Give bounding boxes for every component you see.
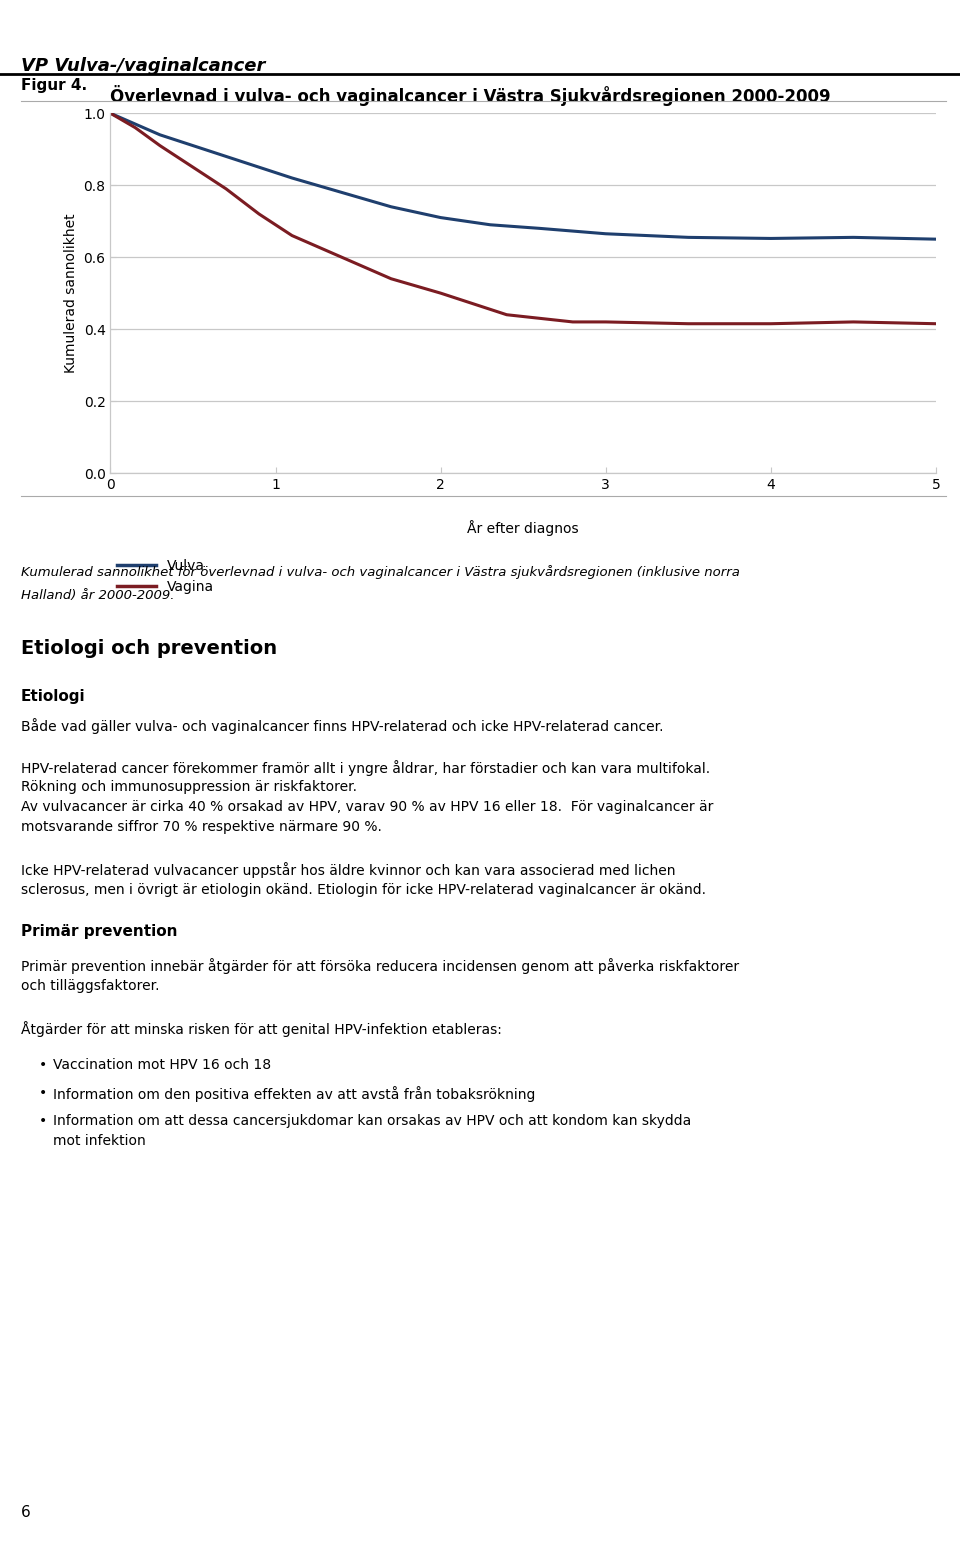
- Text: Vaccination mot HPV 16 och 18: Vaccination mot HPV 16 och 18: [53, 1058, 271, 1072]
- Text: •: •: [38, 1058, 47, 1072]
- Text: •: •: [38, 1114, 47, 1128]
- Text: Icke HPV-relaterad vulvacancer uppstår hos äldre kvinnor och kan vara associerad: Icke HPV-relaterad vulvacancer uppstår h…: [21, 862, 676, 878]
- Text: Etiologi och prevention: Etiologi och prevention: [21, 639, 277, 658]
- Text: Information om den positiva effekten av att avstå från tobaksrökning: Information om den positiva effekten av …: [53, 1086, 535, 1101]
- Text: •: •: [38, 1086, 47, 1100]
- Legend: Vulva, Vagina: Vulva, Vagina: [117, 560, 214, 594]
- Text: 6: 6: [21, 1504, 31, 1520]
- Text: Halland) år 2000-2009.: Halland) år 2000-2009.: [21, 589, 175, 602]
- Text: Av vulvacancer är cirka 40 % orsakad av HPV, varav 90 % av HPV 16 eller 18.  För: Av vulvacancer är cirka 40 % orsakad av …: [21, 800, 713, 814]
- Text: Primär prevention: Primär prevention: [21, 924, 178, 940]
- Text: Information om att dessa cancersjukdomar kan orsakas av HPV och att kondom kan s: Information om att dessa cancersjukdomar…: [53, 1114, 691, 1128]
- Text: HPV-relaterad cancer förekommer framör allt i yngre åldrar, har förstadier och k: HPV-relaterad cancer förekommer framör a…: [21, 760, 710, 776]
- Text: mot infektion: mot infektion: [53, 1134, 146, 1148]
- Text: VP Vulva-/vaginalcancer: VP Vulva-/vaginalcancer: [21, 57, 266, 76]
- X-axis label: År efter diagnos: År efter diagnos: [468, 520, 579, 535]
- Text: Primär prevention innebär åtgärder för att försöka reducera incidensen genom att: Primär prevention innebär åtgärder för a…: [21, 959, 739, 974]
- Text: Figur 4.: Figur 4.: [21, 78, 87, 93]
- Text: motsvarande siffror 70 % respektive närmare 90 %.: motsvarande siffror 70 % respektive närm…: [21, 820, 382, 834]
- Text: Åtgärder för att minska risken för att genital HPV-infektion etableras:: Åtgärder för att minska risken för att g…: [21, 1021, 502, 1036]
- Text: Överlevnad i vulva- och vaginalcancer i Västra Sjukvårdsregionen 2000-2009: Överlevnad i vulva- och vaginalcancer i …: [110, 85, 831, 105]
- Text: sclerosus, men i övrigt är etiologin okänd. Etiologin för icke HPV-relaterad vag: sclerosus, men i övrigt är etiologin okä…: [21, 883, 707, 896]
- Text: Rökning och immunosuppression är riskfaktorer.: Rökning och immunosuppression är riskfak…: [21, 780, 357, 794]
- Y-axis label: Kumulerad sannolikhet: Kumulerad sannolikhet: [64, 214, 78, 372]
- Text: Etiologi: Etiologi: [21, 689, 85, 704]
- Text: Kumulerad sannolikhet för överlevnad i vulva- och vaginalcancer i Västra sjukvår: Kumulerad sannolikhet för överlevnad i v…: [21, 565, 740, 579]
- Text: Både vad gäller vulva- och vaginalcancer finns HPV-relaterad och icke HPV-relate: Både vad gäller vulva- och vaginalcancer…: [21, 718, 663, 734]
- Text: och tilläggsfaktorer.: och tilläggsfaktorer.: [21, 979, 159, 993]
